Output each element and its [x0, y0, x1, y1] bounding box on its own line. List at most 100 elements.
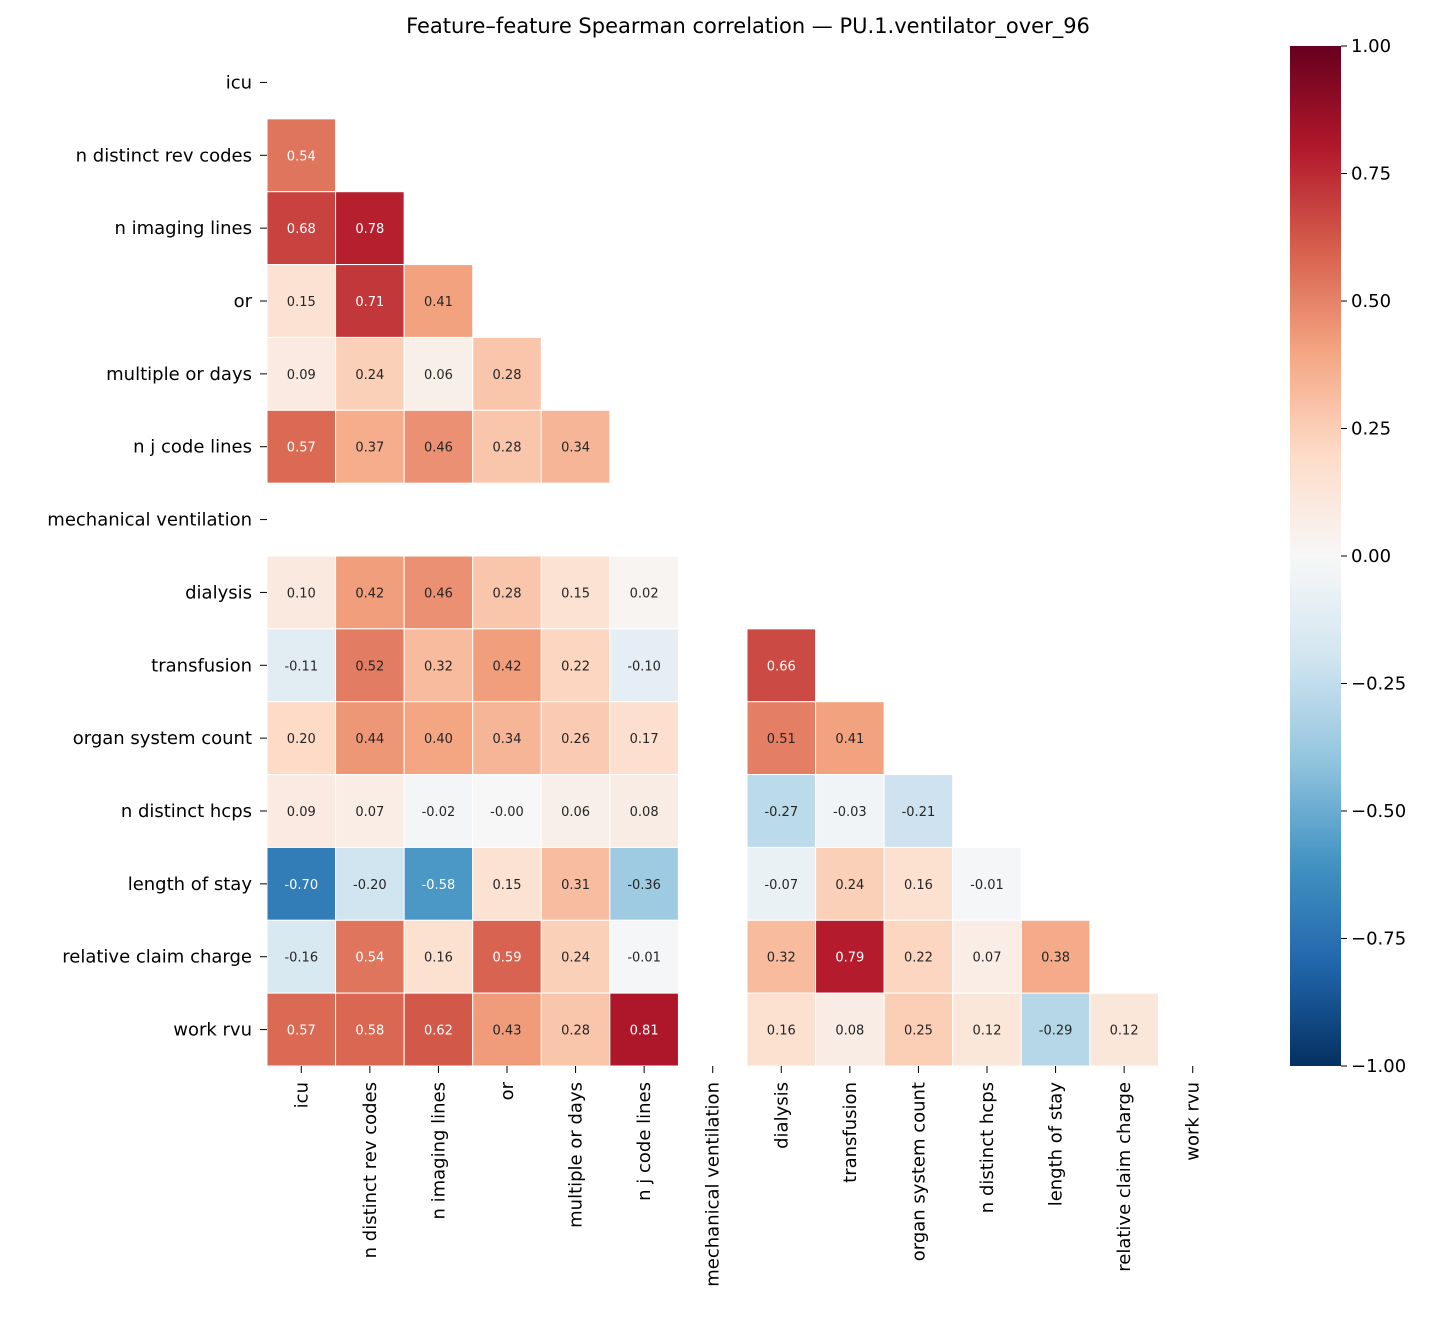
cell-annotation: 0.46 [424, 586, 453, 601]
heatmap-cell: 0.28 [472, 409, 542, 484]
row-label: organ system count [73, 728, 252, 749]
cell-rect [883, 992, 954, 1067]
cell-annotation: 0.41 [835, 732, 864, 747]
cell-rect [403, 774, 474, 848]
cell-annotation: 0.58 [355, 1024, 384, 1039]
cell-annotation: -0.01 [627, 951, 661, 966]
heatmap-cell: 0.58 [335, 992, 405, 1067]
cell-rect [335, 846, 405, 921]
cell-annotation: 0.02 [630, 586, 659, 601]
heatmap-cell: -0.58 [403, 846, 474, 921]
cell-annotation: 0.16 [424, 951, 453, 966]
heatmap-cell: -0.16 [266, 919, 337, 994]
cell-rect [335, 191, 405, 266]
colorbar-tick-label: 0.25 [1351, 419, 1391, 440]
cell-rect [540, 555, 611, 630]
cell-annotation: 0.54 [287, 149, 316, 164]
heatmap-cell: 0.32 [403, 628, 474, 703]
column-label: relative claim charge [1114, 1082, 1135, 1272]
cell-rect [266, 118, 337, 193]
heatmap-cell: 0.46 [403, 555, 474, 630]
cell-annotation: 0.07 [355, 805, 384, 820]
cell-annotation: 0.79 [835, 951, 864, 966]
heatmap-cell: -0.10 [609, 628, 679, 703]
cell-rect [335, 992, 405, 1067]
cell-annotation: -0.29 [1039, 1024, 1073, 1039]
heatmap-cell: 0.54 [266, 118, 337, 193]
cell-rect [883, 919, 954, 994]
row-label: work rvu [173, 1020, 252, 1041]
column-labels: icu n distinct rev codes n imaging lines or… [291, 1066, 1204, 1287]
cell-annotation: 0.81 [630, 1024, 659, 1039]
row-label: n distinct hcps [121, 801, 252, 822]
cell-annotation: 0.24 [355, 368, 384, 383]
heatmap-cell: 0.40 [403, 701, 474, 776]
cell-annotation: 0.10 [287, 586, 316, 601]
column-label: n j code lines [634, 1082, 655, 1201]
heatmap-cell: 0.16 [883, 846, 954, 921]
cell-rect [266, 701, 337, 776]
heatmap-cell: 0.22 [883, 919, 954, 994]
row-label: dialysis [185, 582, 252, 603]
cell-annotation: 0.40 [424, 732, 453, 747]
heatmap-cell: 0.08 [609, 774, 679, 848]
cell-rect [403, 264, 474, 338]
heatmap-cell: 0.02 [609, 555, 679, 630]
heatmap-cell: 0.31 [540, 846, 611, 921]
cell-rect [1020, 992, 1091, 1067]
heatmap-cell: 0.09 [266, 774, 337, 848]
heatmap-cell: 0.08 [815, 992, 885, 1067]
heatmap-cell: 0.46 [403, 409, 474, 484]
heatmap-cell: -0.29 [1020, 992, 1091, 1067]
heatmap-cell: -0.20 [335, 846, 405, 921]
cell-annotation: 0.15 [287, 295, 316, 310]
column-label: n distinct hcps [977, 1082, 998, 1213]
cell-rect [883, 774, 954, 848]
column-label: multiple or days [566, 1082, 587, 1228]
heatmap-cell: 0.06 [540, 774, 611, 848]
cell-annotation: -0.02 [422, 805, 456, 820]
cell-rect [609, 774, 679, 848]
row-labels: icu n distinct rev codes n imaging lines or… [47, 72, 267, 1041]
heatmap-cell: 0.22 [540, 628, 611, 703]
cell-rect [403, 992, 474, 1067]
cell-annotation: -0.36 [627, 878, 661, 893]
cell-rect [472, 919, 542, 994]
cell-rect [472, 555, 542, 630]
cell-annotation: 0.31 [561, 878, 590, 893]
cell-annotation: 0.24 [561, 951, 590, 966]
heatmap-cell: 0.12 [952, 992, 1022, 1067]
cell-annotation: 0.28 [493, 441, 522, 456]
heatmap-cell: 0.24 [815, 846, 885, 921]
heatmap-cell: 0.52 [335, 628, 405, 703]
cell-annotation: -0.07 [764, 878, 798, 893]
cell-rect [335, 774, 405, 848]
cell-annotation: 0.28 [493, 586, 522, 601]
cell-annotation: -0.27 [764, 805, 798, 820]
colorbar-gradient [1290, 46, 1341, 1066]
heatmap-cell: 0.17 [609, 701, 679, 776]
heatmap-cell: 0.16 [403, 919, 474, 994]
cell-annotation: -0.16 [284, 951, 318, 966]
heatmap-cell: 0.15 [266, 264, 337, 338]
cell-annotation: 0.71 [355, 295, 384, 310]
cell-annotation: 0.06 [424, 368, 453, 383]
cell-annotation: 0.32 [424, 659, 453, 674]
cell-rect [815, 846, 885, 921]
heatmap-cell: 0.57 [266, 409, 337, 484]
colorbar-tick-label: 0.00 [1351, 546, 1391, 567]
column-label: work rvu [1183, 1082, 1204, 1161]
row-label: length of stay [128, 874, 253, 895]
cell-annotation: 0.59 [493, 951, 522, 966]
colorbar-tick-label: 1.00 [1351, 36, 1391, 57]
row-label: icu [226, 72, 252, 93]
heatmap-cell: 0.25 [883, 992, 954, 1067]
cell-annotation: -0.20 [353, 878, 387, 893]
cell-annotation: 0.62 [424, 1024, 453, 1039]
heatmap-cell: 0.28 [472, 336, 542, 411]
cell-rect [266, 992, 337, 1067]
cell-annotation: 0.43 [493, 1024, 522, 1039]
cell-rect [1089, 992, 1159, 1067]
heatmap-cell: 0.38 [1020, 919, 1091, 994]
cell-rect [952, 992, 1022, 1067]
